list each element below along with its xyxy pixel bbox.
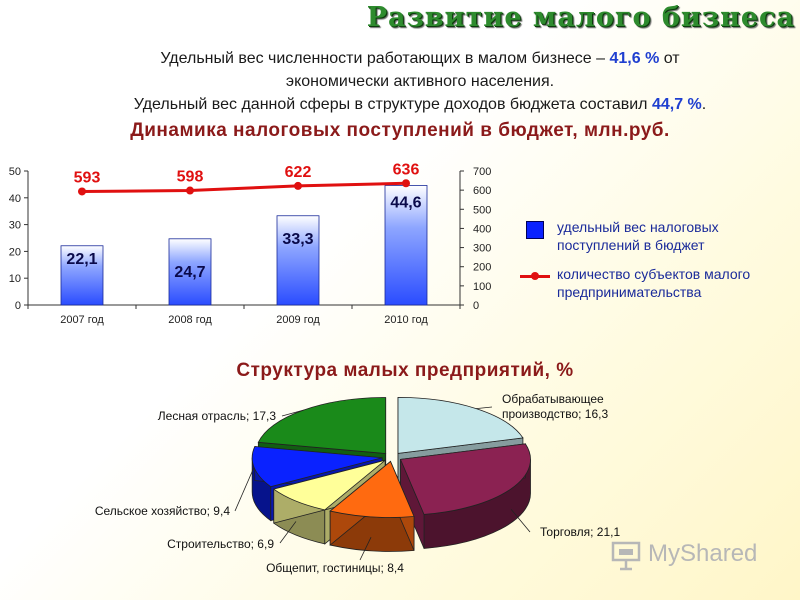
pie-slice <box>399 443 531 549</box>
legend-line-label: количество субъектов малого предпринимат… <box>557 266 751 300</box>
pie-slice-label: Обрабатывающее производство; 16,3 <box>502 392 608 421</box>
intro-line-1-tail: от <box>659 50 680 67</box>
line-point <box>78 187 86 196</box>
y2-tick-label: 600 <box>473 185 491 197</box>
bar-chart-heading: Динамика налоговых поступлений в бюджет,… <box>130 120 670 141</box>
budget-share-value: 44,7 % <box>651 96 702 113</box>
bar <box>168 238 212 306</box>
bar-value-label: 22,1 <box>66 251 97 268</box>
pie-leader-line <box>234 467 255 512</box>
line-point <box>294 181 302 190</box>
intro-line-3-text: Удельный вес данной сферы в структуре до… <box>133 96 652 113</box>
intro-line-3-tail: . <box>701 96 707 113</box>
y2-tick-label: 500 <box>473 204 491 216</box>
y-tick-label: 30 <box>9 220 21 232</box>
watermark-text: MyShared <box>648 540 758 567</box>
y-tick-label: 40 <box>9 193 21 205</box>
legend-bars-label: удельный вес налоговых поступлений в бюд… <box>557 219 719 253</box>
legend-item-line: количество субъектов малого предпринимат… <box>520 265 795 305</box>
pie-slice-label: Строительство; 6,9 <box>167 537 274 551</box>
x-tick-label: 2008 год <box>168 314 212 326</box>
pie-leader-line <box>279 521 297 544</box>
pie-chart-heading: Структура малых предприятий, % <box>236 360 574 381</box>
pie-slice-top <box>257 397 387 454</box>
pie-slice-top <box>272 459 386 511</box>
y-tick-label: 10 <box>9 273 21 285</box>
intro-line-3: Удельный вес данной сферы в структуре до… <box>60 96 780 114</box>
line-value-label: 622 <box>285 164 312 181</box>
pie-slice-label: Общепит, гостиницы; 8,4 <box>266 561 404 575</box>
bar-value-label: 33,3 <box>282 231 313 248</box>
bar <box>276 215 320 306</box>
pie-leader-line <box>281 409 304 417</box>
intro-line-2: экономически активного населения. <box>285 73 555 90</box>
employment-share-value: 41,6 % <box>609 50 660 67</box>
y2-tick-label: 100 <box>473 281 491 293</box>
pie-leader-line <box>359 537 372 561</box>
pie-leader-line <box>476 406 493 410</box>
y2-tick-label: 0 <box>473 300 479 312</box>
pie-slice-top <box>329 460 415 518</box>
pie-slice-label: Торговля; 21,1 <box>540 525 620 539</box>
y2-tick-label: 400 <box>473 223 491 235</box>
legend-line-marker <box>531 272 539 280</box>
intro-line-1: Удельный вес численности работающих в ма… <box>60 50 780 68</box>
line-point <box>186 186 194 195</box>
pie-leader-line <box>510 508 531 533</box>
bar-value-label: 24,7 <box>174 264 205 281</box>
y-tick-label: 50 <box>9 166 21 178</box>
y2-tick-label: 700 <box>473 166 491 178</box>
x-tick-label: 2010 год <box>384 314 428 326</box>
x-tick-label: 2009 год <box>276 314 320 326</box>
pie-slice-top <box>397 397 524 454</box>
watermark: MyShared <box>610 538 790 574</box>
y-tick-label: 0 <box>15 300 21 312</box>
y-tick-label: 20 <box>9 246 21 258</box>
line-value-label: 636 <box>393 161 420 178</box>
page-title: Развитие малого бизнеса <box>366 2 795 33</box>
pie-slice-top <box>251 446 383 488</box>
bar <box>384 185 428 306</box>
line-value-label: 598 <box>177 169 204 186</box>
y2-tick-label: 200 <box>473 262 491 274</box>
line-series <box>81 181 407 193</box>
legend-bar-swatch <box>526 221 544 239</box>
pie-slice <box>329 460 415 552</box>
y2-tick-label: 300 <box>473 243 491 255</box>
pie-slice-label: Лесная отрасль; 17,3 <box>158 409 277 423</box>
enterprise-structure-pie-chart: Обрабатывающее производство; 16,3 Торговля… <box>95 392 621 575</box>
watermark-logo-icon <box>611 541 641 571</box>
line-point <box>402 179 410 188</box>
bar-value-label: 44,6 <box>390 194 421 211</box>
pie-slice-label: Сельское хозяйство; 9,4 <box>95 504 230 518</box>
line-value-label: 593 <box>74 169 101 186</box>
pie-slice-top <box>399 443 531 515</box>
intro-line-1-text: Удельный вес численности работающих в ма… <box>160 50 610 67</box>
x-tick-label: 2007 год <box>60 314 104 326</box>
legend-item-bars: удельный вес налоговых поступлений в бюд… <box>520 218 795 258</box>
bar <box>60 245 104 306</box>
